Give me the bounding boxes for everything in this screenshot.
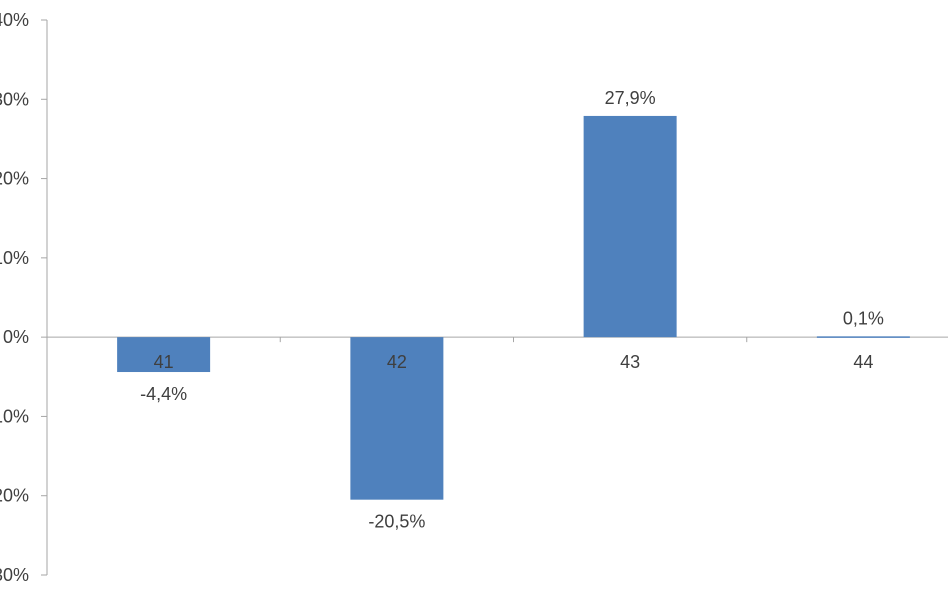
- data-label: -4,4%: [140, 384, 187, 404]
- bar: [117, 337, 211, 373]
- y-tick-label: -30%: [0, 565, 29, 585]
- y-tick-label: 0%: [3, 327, 29, 347]
- bar-layer: [117, 115, 910, 500]
- y-tick-label: -20%: [0, 486, 29, 506]
- y-tick-label: -10%: [0, 406, 29, 426]
- y-tick-label: 30%: [0, 89, 29, 109]
- data-label: 0,1%: [843, 308, 884, 328]
- x-category-label: 43: [620, 352, 640, 372]
- data-label: -20,5%: [368, 512, 425, 532]
- y-tick-label: 20%: [0, 169, 29, 189]
- bar: [350, 337, 444, 500]
- x-category-label: 41: [154, 352, 174, 372]
- bar: [816, 336, 910, 338]
- label-layer: 41 -4,4% 42 -20,5% 43 27,9% 44 0,1%: [140, 88, 884, 532]
- bar: [583, 115, 677, 338]
- axis-layer: 40% 30% 20% 10% 0% -10% -20% -30%: [0, 10, 948, 585]
- y-tick-label: 10%: [0, 248, 29, 268]
- x-category-label: 44: [853, 352, 873, 372]
- data-label: 27,9%: [605, 88, 656, 108]
- y-tick-label: 40%: [0, 10, 29, 30]
- x-category-label: 42: [387, 352, 407, 372]
